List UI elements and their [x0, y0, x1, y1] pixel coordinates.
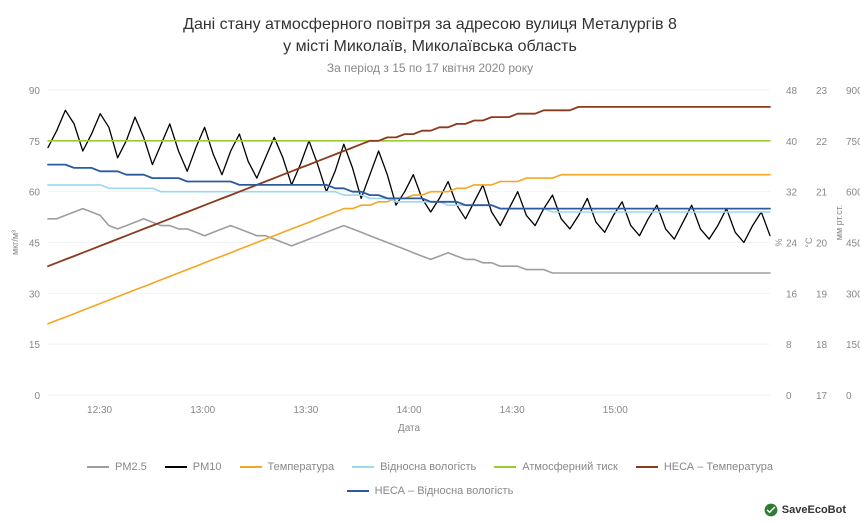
svg-text:30: 30 [29, 290, 41, 301]
svg-text:15: 15 [29, 340, 41, 351]
legend-item[interactable]: PM2.5 [87, 461, 147, 473]
svg-text:900: 900 [846, 86, 860, 97]
svg-text:150: 150 [846, 340, 860, 351]
svg-text:21: 21 [816, 188, 828, 199]
svg-text:16: 16 [786, 290, 798, 301]
svg-text:60: 60 [29, 188, 41, 199]
svg-text:°C: °C [804, 237, 814, 248]
svg-text:0: 0 [786, 391, 792, 402]
svg-text:0: 0 [34, 391, 40, 402]
svg-text:40: 40 [786, 137, 798, 148]
svg-text:12:30: 12:30 [87, 405, 112, 416]
svg-text:Дата: Дата [398, 423, 421, 434]
svg-text:750: 750 [846, 137, 860, 148]
legend-label: PM10 [193, 461, 222, 473]
svg-text:0: 0 [846, 391, 852, 402]
svg-text:90: 90 [29, 86, 41, 97]
title-line1: Дані стану атмосферного повітря за адрес… [183, 16, 677, 33]
svg-text:13:00: 13:00 [190, 405, 215, 416]
subtitle: За період з 15 по 17 квітня 2020 року [0, 61, 860, 75]
line-chart: 0153045607590081624324048171819202122230… [0, 75, 860, 435]
legend-label: Атмосферний тиск [522, 461, 618, 473]
legend-label: Температура [268, 461, 335, 473]
check-icon [764, 503, 778, 517]
svg-text:20: 20 [816, 239, 828, 250]
svg-text:450: 450 [846, 239, 860, 250]
legend-label: НЕСА – Температура [664, 461, 773, 473]
svg-text:24: 24 [786, 239, 798, 250]
legend-item[interactable]: НЕСА – Температура [636, 461, 773, 473]
svg-text:мм рт.ст.: мм рт.ст. [834, 205, 844, 240]
legend-label: PM2.5 [115, 461, 147, 473]
legend-swatch [636, 466, 658, 468]
legend-label: НЕСА – Відносна вологість [375, 485, 514, 497]
legend-swatch [347, 490, 369, 492]
svg-text:22: 22 [816, 137, 828, 148]
legend-item[interactable]: Атмосферний тиск [494, 461, 618, 473]
legend-label: Відносна вологість [380, 461, 476, 473]
svg-text:14:00: 14:00 [396, 405, 421, 416]
svg-text:48: 48 [786, 86, 798, 97]
legend-item[interactable]: Температура [240, 461, 335, 473]
legend-swatch [240, 466, 262, 468]
svg-text:23: 23 [816, 86, 828, 97]
legend-item[interactable]: Відносна вологість [352, 461, 476, 473]
svg-text:19: 19 [816, 290, 828, 301]
svg-text:600: 600 [846, 188, 860, 199]
legend-swatch [494, 466, 516, 468]
svg-text:мкг/м³: мкг/м³ [10, 230, 20, 255]
svg-text:17: 17 [816, 391, 828, 402]
svg-text:15:00: 15:00 [603, 405, 628, 416]
brand: SaveEcoBot [764, 503, 846, 517]
title-line2: у місті Миколаїв, Миколаївська область [283, 38, 577, 55]
svg-text:8: 8 [786, 340, 792, 351]
svg-text:32: 32 [786, 188, 798, 199]
legend-swatch [87, 466, 109, 468]
svg-text:300: 300 [846, 290, 860, 301]
svg-text:%: % [774, 239, 784, 247]
svg-text:18: 18 [816, 340, 828, 351]
svg-text:14:30: 14:30 [500, 405, 525, 416]
svg-text:13:30: 13:30 [293, 405, 318, 416]
legend: PM2.5 PM10 Температура Відносна вологість Ат… [0, 461, 860, 497]
svg-text:75: 75 [29, 137, 41, 148]
svg-text:45: 45 [29, 239, 41, 250]
legend-swatch [165, 466, 187, 468]
legend-item[interactable]: PM10 [165, 461, 222, 473]
legend-swatch [352, 466, 374, 468]
legend-item[interactable]: НЕСА – Відносна вологість [347, 485, 514, 497]
brand-text: SaveEcoBot [782, 504, 846, 516]
